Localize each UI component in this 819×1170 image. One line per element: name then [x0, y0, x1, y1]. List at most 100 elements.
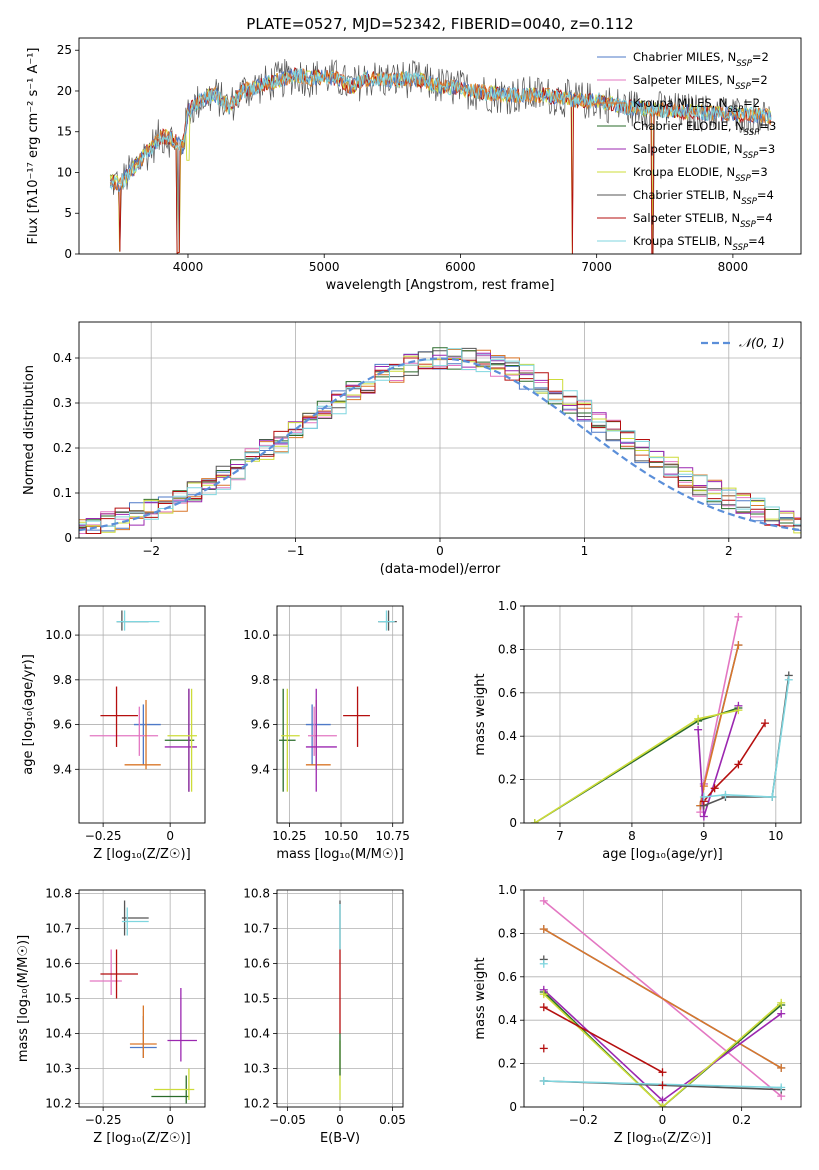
spectrum-series-kroupa-stelib [109, 68, 772, 191]
y-axis-label: mass [log₁₀(M/M☉)] [16, 935, 31, 1062]
legend-label: Salpeter MILES, NSSP=2 [633, 73, 768, 92]
legend-value: =2 [752, 50, 769, 64]
x-tick-label: 6000 [445, 260, 476, 274]
legend-label: Salpeter STELIB, NSSP=4 [633, 211, 773, 230]
legend-value: =3 [759, 119, 776, 133]
y-tick-label: 10.8 [243, 887, 270, 901]
legend-value: =4 [756, 211, 773, 225]
y-tick-label: 10.5 [243, 992, 270, 1006]
x-tick-label: −0.25 [85, 829, 122, 843]
x-tick-label: 8 [628, 829, 636, 843]
legend-value: =3 [758, 142, 775, 156]
y-tick-label: 0.1 [53, 486, 72, 500]
y-tick-label: 10.5 [45, 992, 72, 1006]
series-kroupa-stelib-pts-marker [539, 959, 548, 968]
y-tick-label: 10.7 [45, 922, 72, 936]
x-tick-label: 1 [581, 544, 589, 558]
series-salpeter-miles-marker [734, 612, 743, 621]
legend-value: =4 [757, 188, 774, 202]
y-tick-label: 10.0 [243, 628, 270, 642]
y-tick-label: 0 [509, 1100, 517, 1114]
y-tick-label: 0 [509, 816, 517, 830]
histogram-chabrier-stelib [79, 347, 801, 534]
series-kroupa-stelib-marker [784, 675, 793, 684]
x-axis-label: Z [log₁₀(Z/Z☉)] [93, 1131, 190, 1146]
y-tick-label: 9.6 [251, 718, 270, 732]
x-axis-label: mass [log₁₀(M/M☉)] [276, 847, 403, 862]
axes-frame [78, 605, 206, 824]
y-tick-label: 9.6 [53, 718, 72, 732]
series-salpeter-stelib [543, 1006, 663, 1074]
y-tick-label: 0.2 [53, 441, 72, 455]
legend-sub: SSP [744, 128, 760, 138]
series-kroupa-elodie-marker [777, 998, 786, 1007]
legend-sub: SSP [736, 59, 752, 69]
series-kroupa-stelib [703, 679, 790, 798]
series-kroupa-stelib-marker [777, 1083, 786, 1092]
panel-spectrum: 4000 5000 6000 7000 8000 0 5 10 15 20 25 wavelength… [26, 37, 802, 293]
y-tick-label: 9.8 [251, 673, 270, 687]
y-tick-label: 5 [64, 206, 72, 220]
plot-area [89, 900, 197, 1104]
x-tick-label: 0 [436, 544, 444, 558]
y-tick-label: 10.6 [45, 957, 72, 971]
x-tick-label: 0.05 [379, 1113, 406, 1127]
series-salpeter-stelib-marker [761, 719, 770, 728]
legend-label: Chabrier STELIB, NSSP=4 [633, 188, 774, 207]
series-kroupa-elodie-marker [658, 1103, 667, 1107]
legend-value: =2 [743, 96, 760, 110]
series-salpeter-stelib [703, 722, 766, 802]
series-salpeter-elodie-marker [777, 1009, 786, 1018]
x-tick-label: 9 [700, 829, 708, 843]
y-axis-label: Normed distribution [22, 365, 37, 495]
series-kroupa-miles-marker [777, 1063, 786, 1072]
y-tick-label: 10.4 [45, 1027, 72, 1041]
y-tick-label: 20 [57, 84, 72, 98]
panel-weight_vs_Z: −0.2 0 0.2 0 0.2 0.4 0.6 0.8 1.0 Z [log₁₀(Z/Z☉)] m… [473, 883, 802, 1146]
y-tick-label: 9.4 [53, 762, 72, 776]
x-axis-label: (data-model)/error [380, 562, 501, 577]
series-kroupa-elodie-marker [530, 819, 539, 823]
y-tick-label: 0.8 [498, 926, 517, 940]
series-salpeter-stelib-pts-marker [658, 1081, 667, 1090]
y-axis-label: age [log₁₀(age/yr)] [21, 654, 36, 775]
series-kroupa-miles-marker [539, 925, 548, 934]
y-tick-label: 10.6 [243, 957, 270, 971]
y-tick-label: 10.7 [243, 922, 270, 936]
x-tick-label: −0.25 [85, 1113, 122, 1127]
y-tick-label: 10.3 [45, 1062, 72, 1076]
panel-age_vs_mass: 10.25 10.50 10.75 9.4 9.6 9.8 10.0 mass [log₁₀(… [243, 605, 410, 862]
plot-area [279, 610, 397, 792]
axes-frame [276, 889, 404, 1108]
series-salpeter-elodie-marker [694, 725, 703, 734]
series-kroupa-stelib-marker [721, 790, 730, 799]
legend-sub: SSP [740, 220, 756, 230]
panel-residuals: −2 −1 0 1 2 0 0.1 0.2 0.3 0.4 (data-model)/error No… [22, 321, 802, 577]
y-tick-label: 0 [64, 531, 72, 545]
x-tick-label: 2 [725, 544, 733, 558]
x-tick-label: 7 [556, 829, 564, 843]
histogram-chabrier-miles [79, 350, 801, 534]
legend-value: =3 [751, 165, 768, 179]
y-tick-label: 25 [57, 43, 72, 57]
x-tick-label: −0.05 [269, 1113, 306, 1127]
axes-frame [78, 37, 802, 255]
series-salpeter-stelib-marker [539, 1003, 548, 1012]
y-tick-label: 0.8 [498, 642, 517, 656]
axes-frame [523, 605, 802, 824]
y-tick-label: 10.0 [45, 628, 72, 642]
y-tick-label: 0.2 [498, 773, 517, 787]
y-tick-label: 9.4 [251, 762, 270, 776]
plot-area [89, 610, 197, 792]
legend-sub: SSP [735, 174, 751, 184]
series-kroupa-stelib-marker [699, 792, 708, 801]
y-tick-label: 0.2 [498, 1057, 517, 1071]
legend-value: =2 [751, 73, 768, 87]
y-tick-label: 0.4 [53, 351, 72, 365]
x-axis-label: Z [log₁₀(Z/Z☉)] [614, 1131, 711, 1146]
histogram-salpeter-miles [79, 355, 801, 534]
series-kroupa-stelib-marker [539, 1076, 548, 1085]
histogram-salpeter-stelib [79, 357, 801, 534]
y-tick-label: 10 [57, 165, 72, 179]
